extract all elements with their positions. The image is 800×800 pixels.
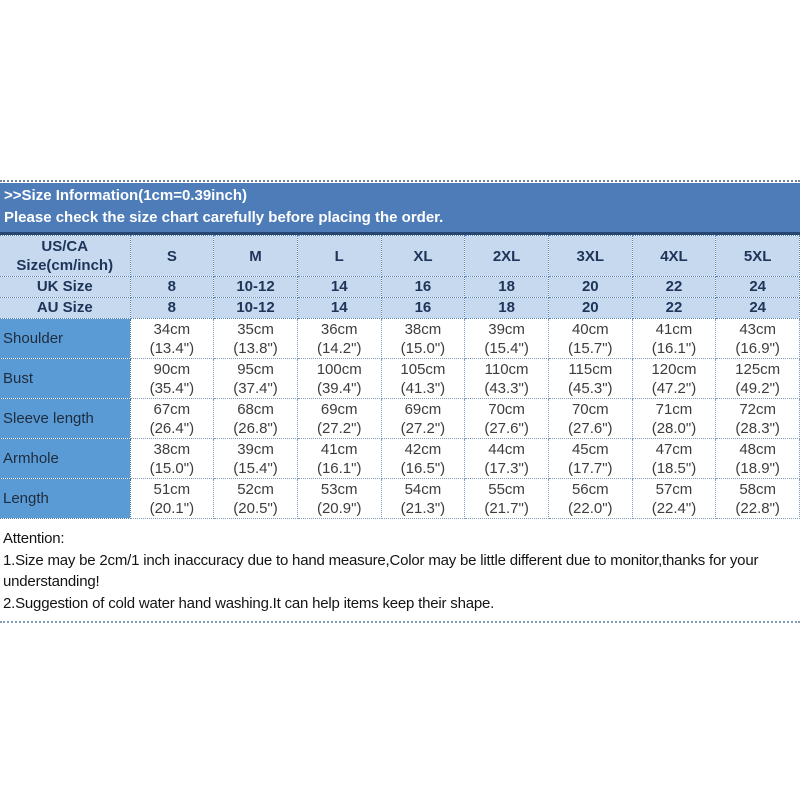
measurement-label: Shoulder — [0, 318, 131, 359]
size-chart-body: Shoulder 34cm (13.4") 35cm (13.8") 36cm (14.2"… — [0, 318, 800, 519]
size-header-row: US/CA Size(cm/inch) S M L XL 2XL 3XL 4XL 5XL — [0, 235, 800, 277]
measurement-cell: 110cm (43.3") — [464, 358, 549, 399]
measurement-cell: 48cm (18.9") — [715, 438, 800, 479]
measurement-cell: 41cm (16.1") — [296, 438, 382, 479]
measurement-cell: 70cm (27.6") — [464, 398, 549, 439]
measurement-cell: 54cm (21.3") — [380, 478, 466, 519]
size-info-subtitle: Please check the size chart carefully be… — [4, 209, 444, 226]
measurement-cell: 58cm (22.8") — [715, 478, 800, 519]
uk-size-row-cell: 8 — [129, 276, 215, 298]
size-info-title: >>Size Information(1cm=0.39inch) — [4, 187, 247, 204]
au-size-row-label: AU Size — [0, 297, 131, 319]
measurement-cell: 38cm (15.0") — [380, 318, 466, 359]
measurement-cell: 41cm (16.1") — [631, 318, 717, 359]
uk-size-row-cell: 16 — [380, 276, 466, 298]
size-column-header: 5XL — [715, 235, 800, 277]
attention-heading: Attention: — [3, 530, 65, 547]
uk-size-row-cell: 14 — [296, 276, 382, 298]
au-size-row-cell: 16 — [380, 297, 466, 319]
measurement-cell: 53cm (20.9") — [296, 478, 382, 519]
uk-size-row-cell: 10-12 — [213, 276, 298, 298]
measurement-cell: 47cm (18.5") — [631, 438, 717, 479]
top-dotted-divider — [0, 180, 800, 182]
measurement-row: Sleeve length 67cm (26.4") 68cm (26.8") 69cm(… — [0, 398, 800, 439]
size-chart-head: US/CA Size(cm/inch) S M L XL 2XL 3XL 4XL 5XL UK Si… — [0, 235, 800, 319]
uk-size-row: UK Size 8 10-12 14 16 18 20 22 24 — [0, 276, 800, 298]
measurement-cell: 120cm (47.2") — [631, 358, 717, 399]
size-chart-table: US/CA Size(cm/inch) S M L XL 2XL 3XL 4XL 5XL UK Si… — [0, 235, 800, 519]
measurement-cell: 43cm (16.9") — [715, 318, 800, 359]
size-column-header: L — [296, 235, 382, 277]
au-size-row-cell: 20 — [547, 297, 633, 319]
attention-section: Attention: 1.Size may be 2cm/1 inch inac… — [0, 528, 800, 614]
au-size-row-cell: 14 — [296, 297, 382, 319]
measurement-cell: 40cm (15.7") — [547, 318, 633, 359]
uk-size-row-cell: 24 — [715, 276, 800, 298]
measurement-cell: 70cm (27.6") — [547, 398, 633, 439]
measurement-cell: 39cm (15.4") — [213, 438, 298, 479]
measurement-cell: 71cm (28.0") — [631, 398, 717, 439]
uk-size-row-cell: 22 — [631, 276, 717, 298]
attention-note-1: 1.Size may be 2cm/1 inch inaccuracy due … — [3, 551, 759, 591]
measurement-cell: 56cm (22.0") — [547, 478, 633, 519]
measurement-cell: 68cm (26.8") — [213, 398, 298, 439]
bottom-dotted-divider — [0, 621, 800, 623]
measurement-cell: 55cm (21.7") — [464, 478, 549, 519]
uk-size-row-cell: 18 — [464, 276, 549, 298]
measurement-cell: 36cm (14.2") — [296, 318, 382, 359]
measurement-cell: 72cm (28.3") — [715, 398, 800, 439]
au-size-row-cell: 10-12 — [213, 297, 298, 319]
size-column-header: 3XL — [547, 235, 633, 277]
measurement-cell: 51cm (20.1") — [129, 478, 215, 519]
au-size-row-cell: 8 — [129, 297, 215, 319]
measurement-cell: 90cm (35.4") — [129, 358, 215, 399]
measurement-cell: 100cm (39.4") — [296, 358, 382, 399]
measurement-cell: 44cm (17.3") — [464, 438, 549, 479]
au-size-row-cell: 24 — [715, 297, 800, 319]
uk-size-row-cell: 20 — [547, 276, 633, 298]
measurement-cell: 57cm (22.4") — [631, 478, 717, 519]
attention-note-2: 2.Suggestion of cold water hand washing.… — [3, 594, 495, 612]
measurement-row: Armhole 38cm (15.0") 39cm (15.4") 41cm (16.1")… — [0, 438, 800, 479]
size-column-header: S — [129, 235, 215, 277]
measurement-label: Length — [0, 478, 131, 519]
size-column-header: 4XL — [631, 235, 717, 277]
measurement-cell: 52cm (20.5") — [213, 478, 298, 519]
measurement-cell: 69cm (27.2") — [380, 398, 466, 439]
au-size-row: AU Size 8 10-12 14 16 18 20 22 24 — [0, 297, 800, 319]
table-corner-header: US/CA Size(cm/inch) — [0, 235, 131, 277]
measurement-cell: 67cm (26.4") — [129, 398, 215, 439]
uk-size-row-label: UK Size — [0, 276, 131, 298]
measurement-row: Bust 90cm (35.4") 95cm (37.4") 100cm (39.4") 10… — [0, 358, 800, 399]
measurement-label: Armhole — [0, 438, 131, 479]
size-column-header: 2XL — [464, 235, 549, 277]
measurement-cell: 42cm (16.5") — [380, 438, 466, 479]
au-size-row-cell: 18 — [464, 297, 549, 319]
measurement-cell: 45cm (17.7") — [547, 438, 633, 479]
measurement-cell: 125cm (49.2") — [715, 358, 800, 399]
measurement-cell: 34cm (13.4") — [129, 318, 215, 359]
measurement-row: Shoulder 34cm (13.4") 35cm (13.8") 36cm (14.2"… — [0, 318, 800, 359]
size-column-header: M — [213, 235, 298, 277]
measurement-label: Bust — [0, 358, 131, 399]
measurement-cell: 95cm (37.4") — [213, 358, 298, 399]
size-column-header: XL — [380, 235, 466, 277]
measurement-cell: 35cm (13.8") — [213, 318, 298, 359]
au-size-row-cell: 22 — [631, 297, 717, 319]
measurement-cell: 39cm (15.4") — [464, 318, 549, 359]
measurement-cell: 38cm (15.0") — [129, 438, 215, 479]
measurement-row: Length 51cm (20.1") 52cm (20.5") 53cm (20.9") 5… — [0, 478, 800, 519]
top-whitespace — [0, 0, 800, 180]
measurement-cell: 115cm (45.3") — [547, 358, 633, 399]
measurement-cell: 69cm (27.2") — [296, 398, 382, 439]
size-info-banner: >>Size Information(1cm=0.39inch) Please … — [0, 183, 800, 235]
measurement-cell: 105cm (41.3") — [380, 358, 466, 399]
measurement-label: Sleeve length — [0, 398, 131, 439]
